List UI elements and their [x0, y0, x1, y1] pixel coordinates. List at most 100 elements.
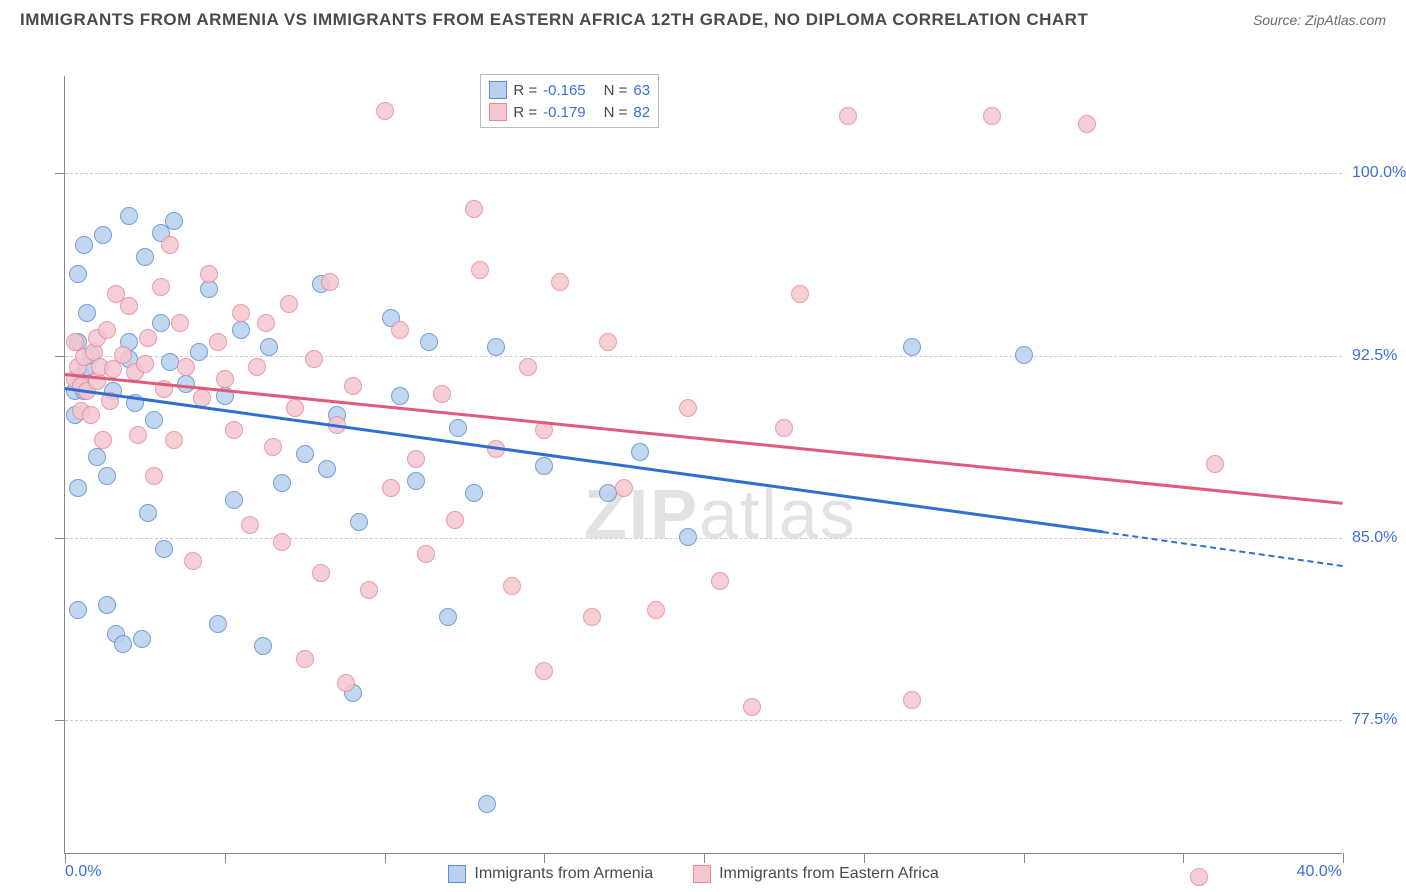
scatter-point [75, 236, 93, 254]
scatter-point [296, 445, 314, 463]
scatter-point [273, 533, 291, 551]
scatter-point [296, 650, 314, 668]
scatter-point [120, 207, 138, 225]
x-tick-stub [385, 853, 386, 863]
scatter-point [471, 261, 489, 279]
scatter-point [615, 479, 633, 497]
chart-title: IMMIGRANTS FROM ARMENIA VS IMMIGRANTS FR… [20, 10, 1088, 30]
scatter-point [391, 387, 409, 405]
scatter-point [152, 278, 170, 296]
scatter-point [535, 662, 553, 680]
scatter-point [305, 350, 323, 368]
scatter-point [161, 236, 179, 254]
scatter-point [487, 338, 505, 356]
scatter-point [743, 698, 761, 716]
scatter-point [248, 358, 266, 376]
x-tick-label: 0.0% [65, 863, 101, 881]
scatter-point [449, 419, 467, 437]
scatter-point [1206, 455, 1224, 473]
scatter-point [839, 107, 857, 125]
scatter-point [679, 528, 697, 546]
scatter-point [599, 333, 617, 351]
scatter-point [264, 438, 282, 456]
y-tick-stub [55, 173, 65, 174]
scatter-point [465, 200, 483, 218]
correlation-legend: R = -0.165N = 63R = -0.179N = 82 [480, 74, 659, 128]
scatter-point [439, 608, 457, 626]
scatter-point [903, 691, 921, 709]
x-tick-stub [864, 853, 865, 863]
scatter-point [78, 304, 96, 322]
scatter-point [433, 385, 451, 403]
scatter-point [286, 399, 304, 417]
scatter-point [407, 450, 425, 468]
scatter-point [312, 564, 330, 582]
scatter-point [94, 226, 112, 244]
scatter-point [503, 577, 521, 595]
scatter-point [155, 540, 173, 558]
scatter-point [446, 511, 464, 529]
scatter-point [791, 285, 809, 303]
series-legend-label: Immigrants from Armenia [474, 865, 653, 883]
scatter-point [391, 321, 409, 339]
scatter-point [280, 295, 298, 313]
scatter-point [94, 431, 112, 449]
x-tick-stub [225, 853, 226, 863]
scatter-point [184, 552, 202, 570]
scatter-point [350, 513, 368, 531]
scatter-point [465, 484, 483, 502]
scatter-point [360, 581, 378, 599]
scatter-point [260, 338, 278, 356]
scatter-point [136, 355, 154, 373]
scatter-point [382, 479, 400, 497]
regression-line [65, 387, 1104, 533]
scatter-point [209, 615, 227, 633]
y-tick-stub [55, 720, 65, 721]
scatter-point [711, 572, 729, 590]
x-tick-label: 40.0% [1297, 863, 1342, 881]
scatter-point [519, 358, 537, 376]
scatter-point [120, 297, 138, 315]
scatter-point [139, 329, 157, 347]
scatter-point [98, 321, 116, 339]
scatter-point [145, 411, 163, 429]
regression-line [65, 373, 1343, 504]
scatter-point [139, 504, 157, 522]
scatter-point [647, 601, 665, 619]
y-tick-stub [55, 538, 65, 539]
scatter-point [190, 343, 208, 361]
scatter-point [177, 358, 195, 376]
scatter-point [344, 377, 362, 395]
x-tick-stub [704, 853, 705, 863]
scatter-point [165, 431, 183, 449]
scatter-point [583, 608, 601, 626]
x-tick-stub [544, 853, 545, 863]
gridline-h [65, 356, 1342, 357]
scatter-point [407, 472, 425, 490]
legend-r-value: -0.179 [543, 104, 586, 121]
x-tick-stub [1024, 853, 1025, 863]
scatter-point [551, 273, 569, 291]
legend-swatch [693, 865, 711, 883]
scatter-point [535, 457, 553, 475]
scatter-point [225, 491, 243, 509]
scatter-point [257, 314, 275, 332]
scatter-point [1015, 346, 1033, 364]
legend-n-value: 82 [633, 104, 650, 121]
scatter-point [983, 107, 1001, 125]
scatter-point [478, 795, 496, 813]
scatter-point [417, 545, 435, 563]
scatter-point [1078, 115, 1096, 133]
scatter-point [145, 467, 163, 485]
y-tick-stub [55, 356, 65, 357]
scatter-point [321, 273, 339, 291]
series-legend-label: Immigrants from Eastern Africa [719, 865, 939, 883]
scatter-point [775, 419, 793, 437]
scatter-point [420, 333, 438, 351]
scatter-point [318, 460, 336, 478]
gridline-h [65, 720, 1342, 721]
legend-r-label: R = [513, 82, 537, 99]
legend-n-value: 63 [633, 82, 650, 99]
scatter-point [225, 421, 243, 439]
legend-row: R = -0.179N = 82 [489, 101, 650, 123]
